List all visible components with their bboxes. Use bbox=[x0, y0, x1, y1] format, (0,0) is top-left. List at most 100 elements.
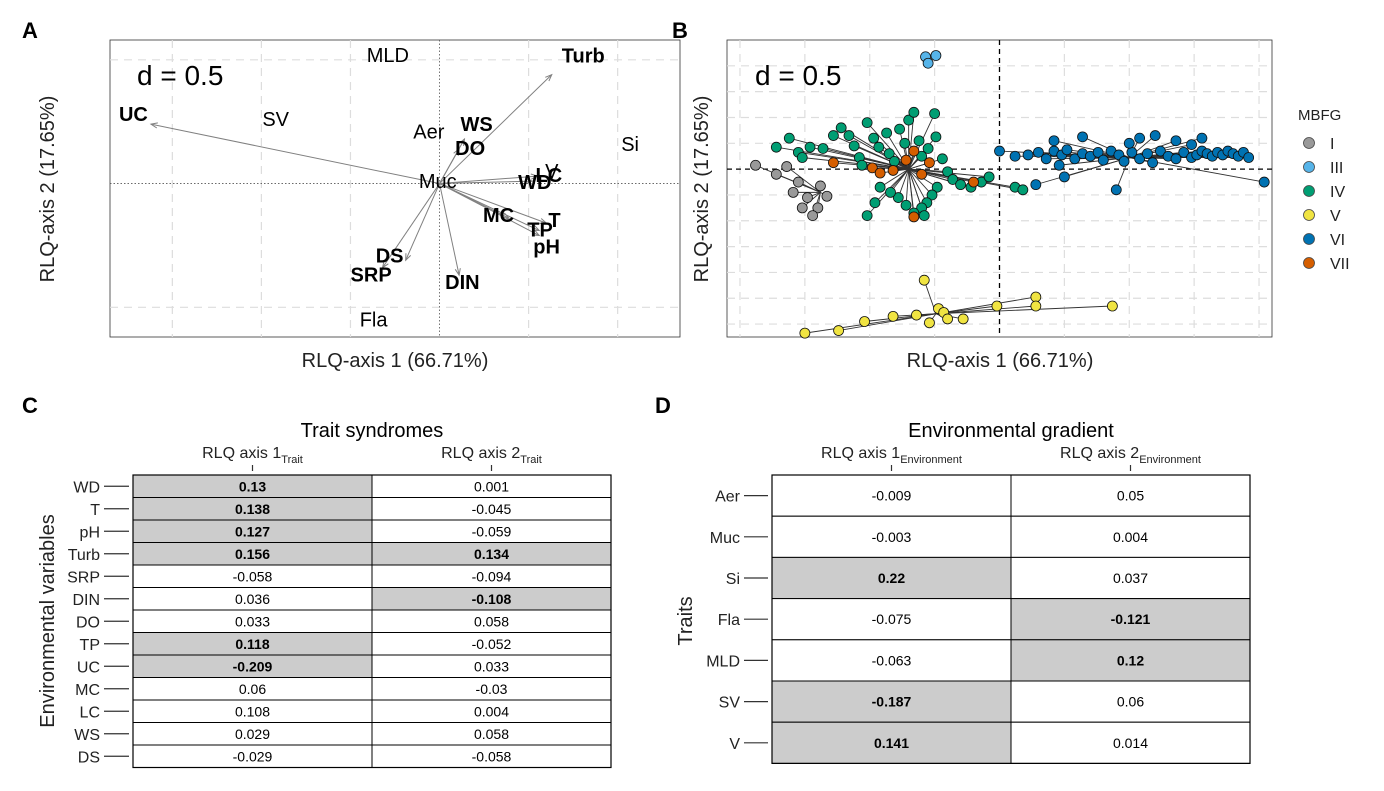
panel-d-label: D bbox=[655, 393, 671, 418]
panel-a-grid bbox=[110, 40, 680, 337]
arrowhead-wd bbox=[525, 178, 534, 185]
point-group-iii bbox=[922, 57, 934, 69]
point-group-vii bbox=[908, 145, 920, 157]
point-group-iv bbox=[908, 106, 920, 118]
cell-value: -0.121 bbox=[1111, 611, 1151, 627]
arrow-tp bbox=[439, 183, 540, 232]
table-border bbox=[132, 474, 612, 769]
point-group-vi bbox=[1030, 179, 1042, 191]
point-group-iv bbox=[861, 117, 873, 129]
point-group-iv bbox=[899, 137, 911, 149]
table-cell bbox=[771, 639, 1012, 682]
point-group-vi bbox=[1077, 131, 1088, 143]
legend-swatch-vii bbox=[1303, 257, 1315, 269]
point-group-i bbox=[821, 190, 833, 202]
point-group-v bbox=[859, 316, 870, 327]
cell-value: 0.029 bbox=[235, 726, 270, 742]
env-label-tp: TP bbox=[527, 220, 553, 242]
legend-swatch-iv bbox=[1303, 185, 1315, 197]
point-group-iv bbox=[861, 210, 873, 222]
env-label-wd: WD bbox=[518, 172, 551, 194]
point-group-iv bbox=[983, 171, 995, 183]
point-group-iv bbox=[929, 108, 941, 120]
cell-value: 0.156 bbox=[235, 546, 270, 562]
cell-value: 0.058 bbox=[474, 726, 509, 742]
point-group-vi bbox=[1142, 148, 1153, 160]
point-group-iv bbox=[796, 152, 808, 163]
cell-value: 0.004 bbox=[474, 703, 509, 719]
cell-value: 0.06 bbox=[1117, 694, 1144, 710]
point-group-vi bbox=[1069, 153, 1081, 165]
trait-label-v: V bbox=[545, 161, 559, 183]
panel-a-zero-lines bbox=[110, 40, 680, 337]
arrow-lc bbox=[439, 175, 538, 185]
point-group-vi bbox=[1053, 159, 1065, 171]
link-vi bbox=[1064, 157, 1130, 178]
cell-value: 0.014 bbox=[1113, 735, 1148, 751]
legend-swatch-v bbox=[1303, 209, 1315, 221]
legend-swatch-iii bbox=[1303, 161, 1315, 173]
cell-value: 0.141 bbox=[874, 735, 909, 751]
panel-d-table: RLQ axis 1Environment RLQ axis 2Environme… bbox=[706, 445, 1251, 764]
panel-c-title: Trait syndromes bbox=[301, 420, 444, 442]
panel-a-x-axis-label: RLQ-axis 1 (66.71%) bbox=[302, 350, 489, 372]
point-group-iv bbox=[942, 166, 953, 178]
trait-label-muc: Muc bbox=[419, 171, 457, 193]
cell-value: 0.118 bbox=[235, 636, 269, 652]
point-group-vii bbox=[916, 168, 928, 180]
panel-c-y-axis-label: Environmental variables bbox=[37, 514, 59, 727]
row-label-tp: TP bbox=[80, 637, 100, 654]
point-group-iii bbox=[930, 50, 942, 61]
point-group-vii bbox=[828, 157, 839, 169]
cell-value: 0.05 bbox=[1117, 488, 1144, 504]
point-group-i bbox=[750, 159, 761, 171]
panel-b: B d = 0.5 RLQ-axis 1 (66.71%) RLQ-axis 2… bbox=[672, 18, 1350, 372]
cell-value: -0.063 bbox=[872, 652, 912, 668]
point-group-iv bbox=[873, 141, 885, 153]
link-iv bbox=[905, 169, 910, 206]
panel-a-env-arrows bbox=[149, 73, 553, 277]
cell-value: -0.045 bbox=[472, 501, 512, 517]
arrowhead-ph bbox=[532, 229, 541, 237]
arrowhead-srp bbox=[381, 260, 389, 269]
row-label-ws: WS bbox=[74, 727, 100, 744]
link-iv bbox=[908, 168, 928, 203]
cell-value: 0.036 bbox=[235, 591, 270, 607]
trait-label-si: Si bbox=[621, 134, 639, 156]
point-group-vii bbox=[908, 211, 920, 223]
link-v bbox=[935, 296, 1036, 315]
panel-a-label: A bbox=[22, 18, 38, 43]
arrow-wd bbox=[439, 180, 533, 185]
point-group-vi bbox=[1196, 132, 1208, 144]
table-cell bbox=[771, 515, 1012, 558]
point-group-v bbox=[991, 300, 1003, 312]
column-header-2: RLQ axis 2Environment bbox=[1060, 445, 1201, 466]
cell-value: -0.029 bbox=[233, 748, 273, 764]
column-header-1: RLQ axis 1Trait bbox=[202, 445, 303, 466]
arrowhead-t bbox=[539, 218, 548, 224]
arrowhead-tp bbox=[532, 225, 541, 232]
point-group-vi bbox=[1170, 135, 1182, 147]
arrowhead-ws bbox=[458, 137, 466, 147]
point-group-vi bbox=[1243, 152, 1255, 163]
cell-value: -0.03 bbox=[476, 681, 508, 697]
point-group-vii bbox=[874, 167, 886, 179]
link-v bbox=[935, 305, 1036, 315]
legend-title: MBFG bbox=[1298, 107, 1341, 124]
row-label-mc: MC bbox=[75, 682, 100, 699]
link-i bbox=[786, 166, 821, 193]
row-label-ds: DS bbox=[78, 749, 100, 766]
env-label-din: DIN bbox=[445, 272, 479, 294]
row-label-v: V bbox=[729, 736, 740, 753]
point-group-vii bbox=[887, 165, 899, 176]
point-group-v bbox=[887, 310, 899, 322]
cell-value: -0.187 bbox=[872, 694, 912, 710]
env-label-mc: MC bbox=[483, 205, 514, 227]
panel-d-title: Environmental gradient bbox=[908, 420, 1114, 442]
link-v bbox=[864, 313, 936, 322]
legend-label-iii: III bbox=[1330, 160, 1343, 177]
legend-label-vi: VI bbox=[1330, 232, 1345, 249]
cell-value: 0.134 bbox=[474, 546, 509, 562]
